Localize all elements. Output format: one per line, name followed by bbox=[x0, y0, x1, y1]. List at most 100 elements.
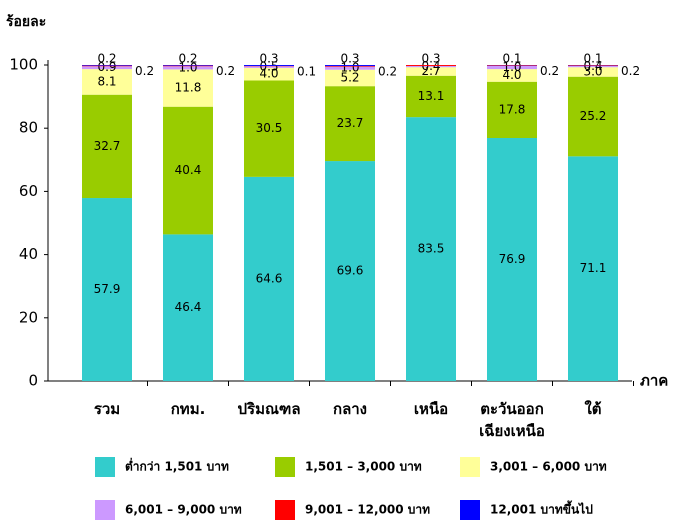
data-label: 32.7 bbox=[94, 139, 121, 153]
bar-segment bbox=[487, 81, 537, 138]
data-label: 0.2 bbox=[216, 64, 235, 78]
legend-label: 9,001 – 12,000 บาท bbox=[305, 503, 430, 517]
x-tick-label: ตะวันออกเฉียงเหนือ bbox=[479, 400, 545, 440]
data-label: 17.8 bbox=[499, 102, 526, 116]
data-label: 4.0 bbox=[259, 67, 278, 81]
data-label: 0.2 bbox=[135, 64, 154, 78]
data-label: 71.1 bbox=[580, 261, 607, 275]
legend-swatch bbox=[95, 457, 115, 477]
data-label: 1.0 bbox=[178, 60, 197, 74]
data-label: 25.2 bbox=[580, 109, 607, 123]
data-label: 0.3 bbox=[421, 52, 440, 66]
x-tick-label: รวม bbox=[94, 400, 120, 418]
x-tick-label: กลาง bbox=[333, 400, 367, 418]
data-label: 76.9 bbox=[499, 252, 526, 266]
bar-segment bbox=[82, 69, 132, 95]
y-tick-label: 60 bbox=[19, 182, 38, 200]
data-label: 23.7 bbox=[337, 116, 364, 130]
legend-swatch bbox=[275, 457, 295, 477]
bar-segment bbox=[244, 176, 294, 381]
bar-segment bbox=[82, 65, 132, 66]
y-tick-label: 0 bbox=[28, 372, 38, 390]
data-label: 0.5 bbox=[259, 60, 278, 74]
y-axis-title: ร้อยละ bbox=[6, 14, 46, 30]
data-label: 64.6 bbox=[256, 271, 283, 285]
legend-swatch bbox=[275, 500, 295, 520]
bar-segment bbox=[244, 65, 294, 66]
data-label: 0.1 bbox=[502, 52, 521, 66]
data-label: 2.7 bbox=[421, 64, 440, 78]
data-label: 0.2 bbox=[178, 52, 197, 66]
data-label: 4.0 bbox=[502, 68, 521, 82]
bar-segment bbox=[406, 75, 456, 118]
data-label: 8.1 bbox=[97, 74, 116, 88]
bar-segment bbox=[487, 65, 537, 70]
bar-segment bbox=[244, 80, 294, 177]
y-tick-label: 20 bbox=[19, 308, 38, 326]
bar-segment bbox=[406, 67, 456, 76]
data-label: 3.0 bbox=[583, 64, 602, 78]
bar-segment bbox=[163, 66, 213, 70]
x-tick-label: ปริมณฑล bbox=[237, 400, 300, 418]
data-label: 0.2 bbox=[97, 52, 116, 66]
data-label: 0.2 bbox=[621, 64, 640, 78]
bar-segment bbox=[406, 65, 456, 66]
x-axis-title: ภาค bbox=[640, 372, 668, 390]
legend-label: ต่ำกว่า 1,501 บาท bbox=[125, 458, 229, 474]
bar-segment bbox=[487, 137, 537, 381]
bar-segment bbox=[325, 86, 375, 162]
bar-segment bbox=[163, 106, 213, 235]
bar-segment bbox=[82, 94, 132, 199]
legend-label: 6,001 – 9,000 บาท bbox=[125, 503, 242, 517]
bar-segment bbox=[325, 69, 375, 87]
data-label: 0.2 bbox=[378, 64, 397, 78]
bar-segment bbox=[325, 65, 375, 66]
bar-segment bbox=[163, 234, 213, 381]
bar-segment bbox=[82, 198, 132, 381]
data-label: 11.8 bbox=[175, 81, 202, 95]
data-label: 0.3 bbox=[340, 52, 359, 66]
data-label: 0.4 bbox=[583, 59, 602, 73]
x-tick-label: ใต้ bbox=[584, 400, 601, 418]
data-label: 5.2 bbox=[340, 70, 359, 84]
bar-segment bbox=[163, 65, 213, 67]
x-tick-label: เหนือ bbox=[414, 400, 448, 418]
bar-segment bbox=[568, 156, 618, 381]
x-tick-label: กทม. bbox=[171, 400, 206, 418]
bar-segment bbox=[244, 67, 294, 81]
y-tick-label: 100 bbox=[9, 56, 38, 74]
bar-segment bbox=[82, 66, 132, 70]
bar-segment bbox=[568, 76, 618, 157]
bar-segment bbox=[406, 65, 456, 68]
data-label: 0.1 bbox=[583, 52, 602, 66]
legend-label: 12,001 บาทขึ้นไป bbox=[490, 500, 593, 517]
bar-segment bbox=[568, 65, 618, 68]
legend-label: 1,501 – 3,000 บาท bbox=[305, 460, 422, 474]
bar-segment bbox=[325, 66, 375, 70]
bar-segment bbox=[406, 117, 456, 381]
data-label: 40.4 bbox=[175, 163, 202, 177]
legend-swatch bbox=[95, 500, 115, 520]
legend-swatch bbox=[460, 500, 480, 520]
bar-segment bbox=[568, 67, 618, 77]
bar-segment bbox=[244, 66, 294, 68]
data-label: 0.9 bbox=[97, 60, 116, 74]
data-label: 83.5 bbox=[418, 242, 445, 256]
data-label: 0.4 bbox=[421, 59, 440, 73]
bar-segment bbox=[487, 65, 537, 66]
bar-segment bbox=[325, 65, 375, 67]
data-label: 13.1 bbox=[418, 89, 445, 103]
data-label: 0.2 bbox=[540, 64, 559, 78]
bar-segment bbox=[163, 69, 213, 107]
data-label: 57.9 bbox=[94, 282, 121, 296]
y-tick-label: 80 bbox=[19, 119, 38, 137]
legend-label: 3,001 – 6,000 บาท bbox=[490, 460, 607, 474]
y-tick-label: 40 bbox=[19, 245, 38, 263]
legend-swatch bbox=[460, 457, 480, 477]
bar-segment bbox=[163, 65, 213, 66]
data-label: 1.0 bbox=[502, 60, 521, 74]
bar-segment bbox=[82, 65, 132, 67]
data-label: 1.0 bbox=[340, 61, 359, 75]
data-label: 30.5 bbox=[256, 121, 283, 135]
bar-segment bbox=[325, 161, 375, 381]
